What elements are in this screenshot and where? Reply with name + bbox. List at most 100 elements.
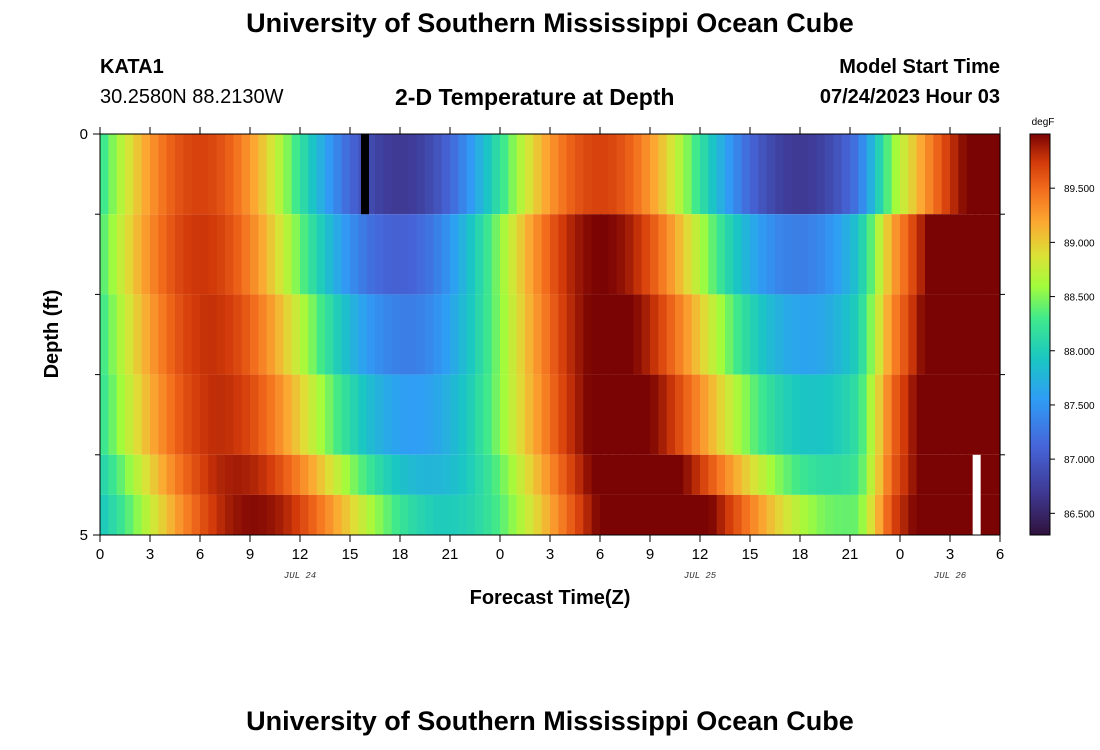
heatmap-cell	[941, 494, 951, 535]
heatmap-cell	[191, 294, 201, 375]
heatmap-cell	[466, 494, 476, 535]
heatmap-cell	[425, 454, 434, 495]
heatmap-cell	[583, 294, 593, 375]
x-tick-label: 15	[742, 546, 759, 563]
heatmap-cell	[616, 454, 626, 495]
heatmap-cell	[900, 134, 909, 215]
y-axis-label: Depth (ft)	[41, 290, 63, 379]
heatmap-cell	[241, 134, 251, 215]
heatmap-cell	[108, 294, 118, 375]
heatmap-cell	[416, 134, 426, 215]
heatmap-cell	[191, 374, 201, 455]
heatmap-cell	[691, 374, 701, 455]
maximum-marker	[972, 454, 981, 535]
heatmap-cell	[283, 374, 293, 455]
heatmap-cell	[975, 214, 984, 295]
heatmap-cell	[575, 494, 584, 535]
heatmap-cell	[425, 494, 434, 535]
heatmap-cell	[866, 494, 876, 535]
heatmap-cell	[375, 294, 384, 375]
heatmap-cell	[258, 294, 268, 375]
heatmap-cell	[233, 134, 243, 215]
heatmap-cell	[383, 494, 393, 535]
heatmap-cell	[591, 294, 601, 375]
heatmap-cell	[250, 134, 259, 215]
heatmap-cell	[191, 454, 201, 495]
x-tick-label: 0	[496, 546, 504, 563]
heatmap-cell	[316, 134, 326, 215]
station-id: KATA1	[100, 56, 164, 78]
heatmap-cell	[800, 374, 809, 455]
heatmap-cell	[900, 294, 909, 375]
heatmap-cell	[100, 214, 109, 295]
heatmap-cell	[100, 294, 109, 375]
heatmap-cell	[991, 374, 1001, 455]
heatmap-cell	[666, 214, 676, 295]
heatmap-cell	[841, 294, 851, 375]
heatmap-cell	[508, 374, 518, 455]
heatmap-cell	[941, 134, 951, 215]
heatmap-cell	[991, 454, 1001, 495]
heatmap-cell	[933, 454, 943, 495]
colorbar-gradient	[1029, 133, 1051, 536]
heatmap-cell	[341, 134, 351, 215]
heatmap-cell	[775, 494, 784, 535]
x-tick-label: 18	[392, 546, 409, 563]
heatmap-cell	[708, 214, 718, 295]
heatmap-cell	[775, 134, 784, 215]
heatmap-cell	[608, 294, 618, 375]
heatmap-cell	[383, 294, 393, 375]
heatmap-cell	[250, 494, 259, 535]
heatmap-cell	[316, 494, 326, 535]
heatmap-cell	[808, 374, 818, 455]
heatmap-cell	[350, 374, 359, 455]
heatmap-cell	[750, 214, 759, 295]
heatmap-cell	[125, 494, 134, 535]
heatmap-cell	[208, 494, 218, 535]
heatmap-cell	[583, 134, 593, 215]
heatmap-cell	[325, 374, 334, 455]
heatmap-cell	[941, 454, 951, 495]
heatmap-cell	[608, 374, 618, 455]
heatmap-cell	[191, 134, 201, 215]
heatmap-cell	[700, 134, 709, 215]
heatmap-cell	[333, 494, 343, 535]
heatmap-cell	[816, 494, 826, 535]
heatmap-cell	[550, 294, 559, 375]
heatmap-cell	[650, 454, 659, 495]
heatmap-cell	[766, 214, 776, 295]
heatmap-cell	[841, 374, 851, 455]
heatmap-cell	[633, 494, 643, 535]
heatmap-cell	[650, 134, 659, 215]
heatmap-cell	[858, 374, 868, 455]
heatmap-cell	[116, 494, 126, 535]
heatmap-cell	[400, 134, 409, 215]
heatmap-cell	[758, 454, 768, 495]
heatmap-cell	[691, 494, 701, 535]
heatmap-cell	[633, 134, 643, 215]
heatmap-cell	[800, 294, 809, 375]
heatmap-cell	[616, 214, 626, 295]
heatmap-cell	[358, 494, 368, 535]
heatmap-cell	[391, 374, 401, 455]
heatmap-cell	[300, 494, 309, 535]
heatmap-cell	[700, 214, 709, 295]
heatmap-cell	[591, 134, 601, 215]
heatmap-cell	[966, 134, 976, 215]
heatmap-cell	[941, 294, 951, 375]
heatmap-cell	[183, 294, 193, 375]
heatmap-cell	[433, 494, 443, 535]
heatmap-cell	[708, 134, 718, 215]
heatmap-cell	[616, 134, 626, 215]
heatmap-cell	[950, 494, 959, 535]
heatmap-cell	[275, 454, 284, 495]
heatmap-cell	[966, 494, 976, 535]
heatmap-cell	[700, 494, 709, 535]
date-label: JUL 25	[684, 571, 717, 581]
heatmap-cell	[975, 374, 984, 455]
heatmap-cell	[566, 134, 576, 215]
heatmap-cell	[866, 374, 876, 455]
heatmap-cell	[833, 214, 843, 295]
heatmap-cell	[825, 374, 834, 455]
x-tick-label: 6	[996, 546, 1004, 563]
